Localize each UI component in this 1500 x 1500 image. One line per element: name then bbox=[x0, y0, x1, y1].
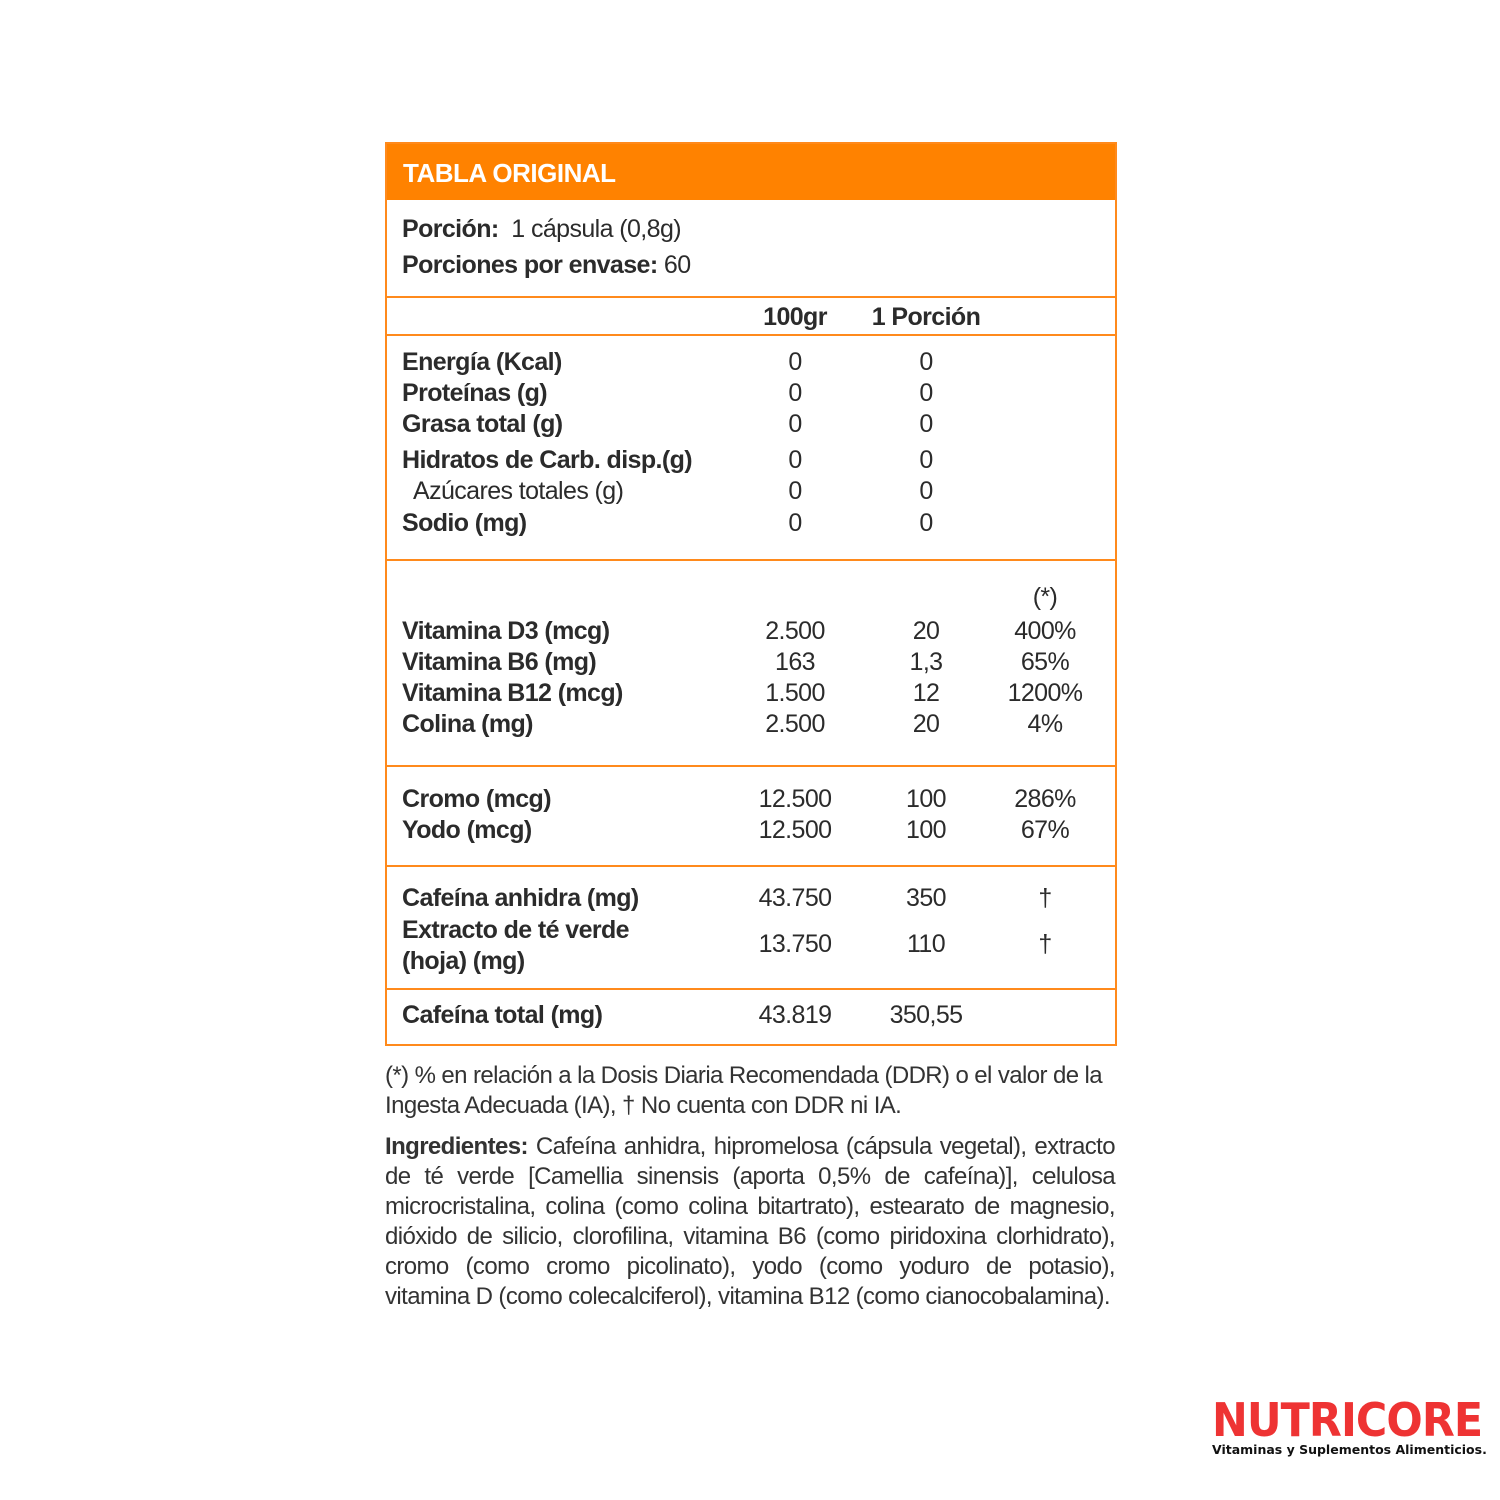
divider bbox=[387, 865, 1115, 867]
value-portion: 350 bbox=[906, 884, 947, 912]
servings-value: 60 bbox=[663, 251, 691, 279]
value-100gr: 0 bbox=[788, 446, 802, 474]
value-ddr: 286% bbox=[1014, 785, 1076, 813]
ingredients: Ingredientes: Cafeína anhidra, hipromelo… bbox=[385, 1132, 1116, 1312]
value-100gr: 12.500 bbox=[758, 816, 832, 844]
value-100gr: 43.750 bbox=[758, 884, 832, 912]
nutrient-label: Extracto de té verde bbox=[402, 916, 630, 944]
value-portion: 100 bbox=[906, 785, 947, 813]
servings-label: Porciones por envase: bbox=[402, 251, 658, 279]
portion-value: 1 cápsula (0,8g) bbox=[511, 215, 681, 243]
value-portion: 0 bbox=[919, 477, 933, 505]
nutrient-label: Sodio (mg) bbox=[402, 509, 527, 537]
value-portion: 20 bbox=[912, 617, 940, 645]
value-100gr: 0 bbox=[788, 379, 802, 407]
nutrient-label: Yodo (mcg) bbox=[402, 816, 532, 844]
nutrient-label: Vitamina B6 (mg) bbox=[402, 648, 597, 676]
value-100gr: 0 bbox=[788, 348, 802, 376]
value-100gr: 12.500 bbox=[758, 785, 832, 813]
value-ddr: 65% bbox=[1020, 648, 1070, 676]
nutrient-label: (hoja) (mg) bbox=[402, 947, 525, 975]
value-portion: 0 bbox=[919, 379, 933, 407]
column-header-100gr: 100gr bbox=[763, 303, 827, 331]
value-portion: 350,55 bbox=[889, 1001, 963, 1029]
table-header: TABLA ORIGINAL bbox=[387, 144, 1115, 200]
footnote-line: (*) % en relación a la Dosis Diaria Reco… bbox=[385, 1062, 1103, 1089]
value-portion: 110 bbox=[906, 930, 946, 958]
value-ddr: 400% bbox=[1014, 617, 1076, 645]
divider bbox=[387, 988, 1115, 990]
footnote-line: Ingesta Adecuada (IA), † No cuenta con D… bbox=[385, 1092, 902, 1119]
value-portion: 0 bbox=[919, 446, 933, 474]
value-100gr: 13.750 bbox=[758, 930, 832, 958]
value-portion: 100 bbox=[906, 816, 947, 844]
value-100gr: 2.500 bbox=[765, 617, 825, 645]
value-ddr: † bbox=[1038, 884, 1052, 912]
ingredients-text: Cafeína anhidra, hipromelosa (cápsula ve… bbox=[385, 1133, 1116, 1310]
nutrient-label: Grasa total (g) bbox=[402, 410, 563, 438]
column-header-portion: 1 Porción bbox=[871, 303, 981, 331]
divider bbox=[387, 765, 1115, 767]
value-100gr: 2.500 bbox=[765, 710, 825, 738]
value-portion: 0 bbox=[919, 410, 933, 438]
nutrient-label: Azúcares totales (g) bbox=[413, 477, 624, 505]
portion-label: Porción: bbox=[402, 215, 499, 243]
value-portion: 1,3 bbox=[909, 648, 944, 676]
value-portion: 12 bbox=[912, 679, 940, 707]
value-portion: 20 bbox=[912, 710, 940, 738]
nutrient-label: Cafeína total (mg) bbox=[402, 1001, 603, 1029]
divider bbox=[387, 334, 1115, 336]
nutrient-label: Colina (mg) bbox=[402, 710, 533, 738]
nutrient-label: Vitamina B12 (mcg) bbox=[402, 679, 623, 707]
ingredients-label: Ingredientes: bbox=[385, 1133, 529, 1160]
value-100gr: 163 bbox=[775, 648, 816, 676]
value-100gr: 0 bbox=[788, 509, 802, 537]
nutrient-label: Cafeína anhidra (mg) bbox=[402, 884, 639, 912]
nutrient-label: Hidratos de Carb. disp.(g) bbox=[402, 446, 693, 474]
divider bbox=[387, 296, 1115, 298]
value-portion: 0 bbox=[919, 509, 933, 537]
nutrient-label: Proteínas (g) bbox=[402, 379, 548, 407]
value-ddr: 4% bbox=[1027, 710, 1064, 738]
value-100gr: 0 bbox=[788, 477, 802, 505]
nutricore-logo: NUTRICORE Vitaminas y Suplementos Alimen… bbox=[1212, 1396, 1500, 1457]
table-title: TABLA ORIGINAL bbox=[403, 158, 616, 188]
divider bbox=[387, 559, 1115, 561]
value-ddr: 67% bbox=[1020, 816, 1070, 844]
value-ddr: 1200% bbox=[1007, 679, 1083, 707]
nutrient-label: Energía (Kcal) bbox=[402, 348, 562, 376]
value-100gr: 1.500 bbox=[765, 679, 825, 707]
value-100gr: 43.819 bbox=[758, 1001, 832, 1029]
value-portion: 0 bbox=[919, 348, 933, 376]
value-100gr: 0 bbox=[788, 410, 802, 438]
nutrition-table: TABLA ORIGINAL Porción: 1 cápsula (0,8g)… bbox=[385, 142, 1117, 1046]
footnote: (*) % en relación a la Dosis Diaria Reco… bbox=[385, 1061, 1115, 1121]
value-ddr: † bbox=[1038, 930, 1052, 958]
ddr-marker: (*) bbox=[1032, 583, 1058, 611]
nutrient-label: Vitamina D3 (mcg) bbox=[402, 617, 610, 645]
logo-name: NUTRICORE bbox=[1212, 1393, 1483, 1447]
nutrient-label: Cromo (mcg) bbox=[402, 785, 552, 813]
portion-row: Porción: 1 cápsula (0,8g) bbox=[402, 214, 682, 244]
logo-tagline: Vitaminas y Suplementos Alimenticios. bbox=[1212, 1442, 1487, 1457]
servings-row: Porciones por envase: 60 bbox=[402, 250, 691, 280]
